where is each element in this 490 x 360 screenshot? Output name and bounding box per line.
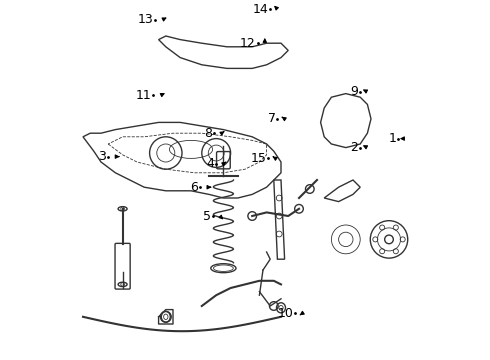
Text: 3: 3: [98, 150, 106, 163]
Text: 8: 8: [205, 127, 213, 140]
Text: 15: 15: [251, 152, 267, 165]
Text: 6: 6: [190, 181, 198, 194]
Text: 5: 5: [203, 210, 211, 222]
Text: 4: 4: [206, 157, 215, 170]
Text: 11: 11: [136, 89, 151, 102]
Text: 9: 9: [350, 85, 358, 98]
Text: 1: 1: [388, 132, 396, 145]
Text: 13: 13: [138, 13, 153, 26]
Text: 7: 7: [268, 112, 275, 125]
Text: 14: 14: [253, 3, 269, 15]
Text: 12: 12: [240, 37, 256, 50]
Text: 2: 2: [350, 141, 358, 154]
Text: 10: 10: [278, 307, 294, 320]
